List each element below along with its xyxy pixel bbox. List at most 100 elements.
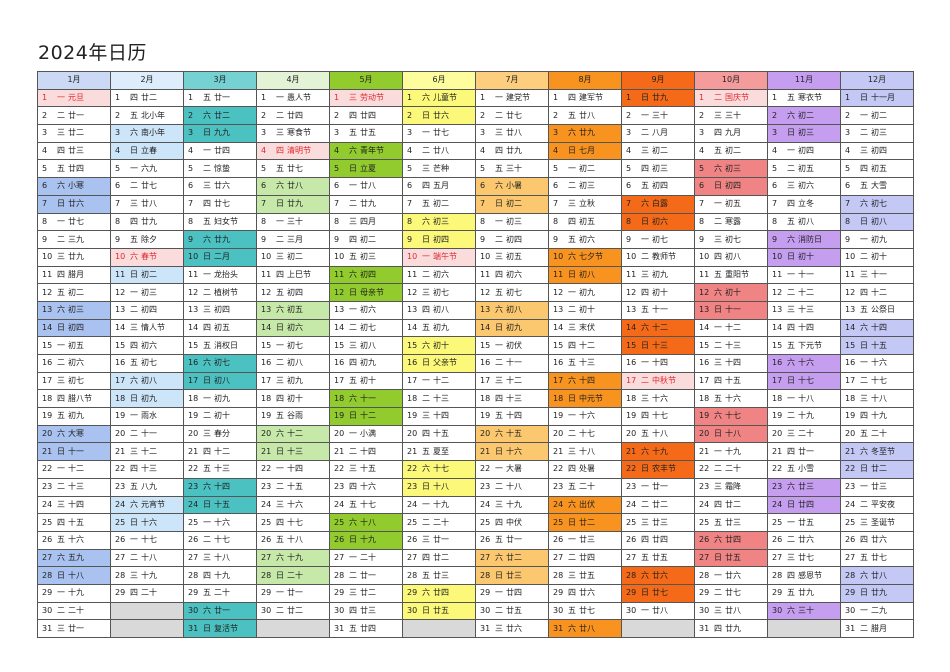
lunar-label: 十一 [141, 429, 157, 439]
weekday: 四 [130, 464, 138, 474]
lunar-label: 廿九 [287, 199, 303, 209]
weekday: 五 [495, 411, 503, 421]
day-cell: 30 一廿八 [622, 602, 695, 621]
day-number: 1 [407, 93, 413, 103]
weekday: 日 [495, 322, 503, 332]
day-number: 5 [42, 163, 48, 173]
lunar-label: 十三 [725, 340, 741, 350]
weekday: 六 [495, 181, 503, 191]
day-number: 13 [699, 305, 710, 315]
lunar-label: 初九 [871, 234, 887, 244]
lunar-label: 十六 [287, 499, 303, 509]
day-cell: 27 五廿五 [622, 549, 695, 568]
day-number: 20 [480, 429, 491, 439]
weekday: 三 [276, 499, 284, 509]
day-number: 18 [845, 393, 856, 403]
day-cell: 12 六初十 [695, 284, 768, 302]
day-number: 2 [115, 110, 121, 120]
weekday: 一 [276, 340, 284, 350]
day-number: 19 [334, 411, 345, 421]
weekday: 一 [495, 93, 503, 103]
weekday: 四 [57, 393, 65, 403]
day-cell: 17 日初八 [184, 372, 257, 391]
day-number: 5 [115, 163, 121, 173]
day-cell: 25 三圣诞节 [841, 514, 914, 532]
day-number: 20 [553, 429, 564, 439]
day-cell: 31 二腊月 [841, 620, 914, 638]
weekday: 二 [276, 605, 284, 615]
lunar-label: 廿五 [798, 517, 814, 527]
day-cell: 13 六初三 [38, 301, 111, 320]
day-number: 25 [845, 517, 856, 527]
day-cell: 26 日十九 [330, 531, 403, 550]
day-number: 17 [699, 376, 710, 386]
weekday: 日 [714, 305, 722, 315]
day-number: 13 [261, 305, 272, 315]
weekday: 日 [860, 216, 868, 226]
weekday: 六 [787, 234, 795, 244]
day-cell: 26 四廿四 [622, 531, 695, 550]
month-header: 3月 [184, 72, 257, 90]
lunar-label: 初九 [214, 393, 230, 403]
day-number: 25 [334, 517, 345, 527]
day-number: 15 [480, 340, 491, 350]
lunar-label: 十九 [433, 499, 449, 509]
day-cell: 21 三十八 [549, 443, 622, 462]
day-cell: 31 三廿一 [38, 620, 111, 638]
lunar-label: 初伏 [506, 340, 522, 350]
day-number: 21 [261, 446, 272, 456]
weekday: 一 [714, 446, 722, 456]
day-cell: 7 六初七 [841, 195, 914, 214]
day-cell: 5 二惊蛰 [184, 160, 257, 179]
month-header: 2月 [111, 72, 184, 90]
day-number: 17 [626, 376, 637, 386]
lunar-label: 初四 [360, 269, 376, 279]
day-cell: 23 二十五 [257, 478, 330, 497]
lunar-label: 廿六 [798, 535, 814, 545]
weekday: 三 [130, 199, 138, 209]
lunar-label: 初八 [214, 376, 230, 386]
lunar-label: 初十 [871, 252, 887, 262]
day-number: 19 [407, 411, 418, 421]
day-number: 11 [261, 269, 272, 279]
day-number: 12 [42, 287, 53, 297]
lunar-label: 七月 [579, 146, 595, 156]
day-cell: 15 三初八 [330, 337, 403, 355]
day-number: 9 [553, 234, 559, 244]
day-cell: 10 日二月 [184, 248, 257, 267]
day-number: 6 [261, 181, 267, 191]
lunar-label: 廿三 [68, 146, 84, 156]
day-number: 21 [480, 446, 491, 456]
day-number: 7 [334, 199, 340, 209]
weekday: 三 [714, 605, 722, 615]
lunar-label: 初三 [68, 305, 84, 315]
lunar-label: 十二 [579, 340, 595, 350]
day-cell: 4 二廿八 [403, 142, 476, 161]
lunar-label: 十二 [141, 446, 157, 456]
day-number: 9 [334, 234, 340, 244]
lunar-label: 十六 [652, 393, 668, 403]
day-number: 11 [334, 269, 345, 279]
lunar-label: 廿八 [433, 146, 449, 156]
weekday: 一 [203, 269, 211, 279]
lunar-label: 初二 [360, 234, 376, 244]
weekday: 三 [57, 128, 65, 138]
weekday: 一 [787, 393, 795, 403]
weekday: 一 [860, 358, 868, 368]
day-number: 21 [699, 446, 710, 456]
day-cell: 27 四廿二 [403, 549, 476, 568]
day-cell: 2 日廿六 [403, 107, 476, 126]
day-number: 9 [699, 234, 705, 244]
day-number: 31 [480, 623, 491, 633]
day-cell: 1 四建军节 [549, 89, 622, 108]
weekday: 六 [203, 358, 211, 368]
day-cell: 23 五八九 [111, 478, 184, 497]
lunar-label: 三十 [506, 163, 522, 173]
weekday: 一 [860, 605, 868, 615]
lunar-label: 腊月 [68, 269, 84, 279]
lunar-label: 廿四 [652, 535, 668, 545]
day-cell: 30 一二九 [841, 602, 914, 621]
day-cell: 4 日七月 [549, 142, 622, 161]
weekday: 日 [349, 163, 357, 173]
weekday: 四 [203, 570, 211, 580]
